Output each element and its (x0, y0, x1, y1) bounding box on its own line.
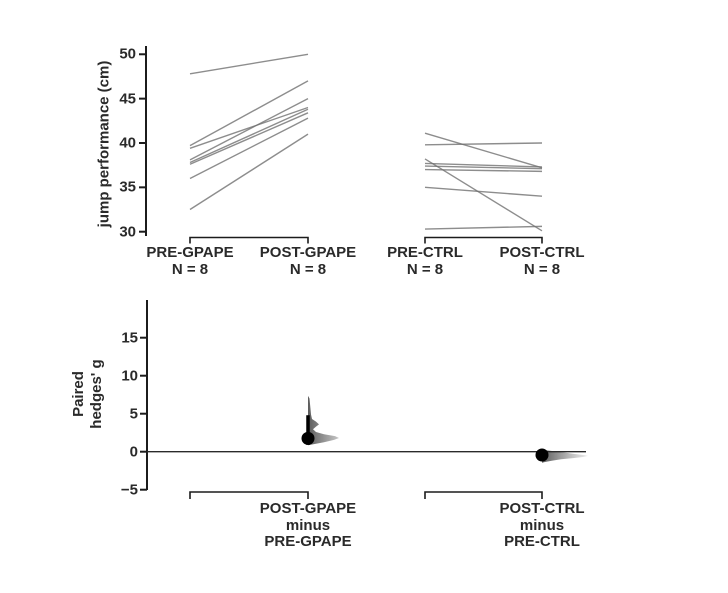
bottom-y-axis-label-line1: Paired (70, 371, 87, 417)
group-name: POST-GPAPE (259, 244, 357, 261)
y-tick-label: 40 (119, 134, 136, 152)
y-tick-label: 50 (119, 45, 136, 63)
bottom-y-axis-label: Paired hedges' g (70, 359, 106, 428)
y-tick-label: 45 (119, 90, 136, 108)
bottom-y-axis-label-line2: hedges' g (88, 359, 105, 429)
effect-label-line: POST-CTRL (499, 500, 585, 517)
group-name: PRE-GPAPE (146, 244, 234, 261)
group-n: N = 8 (289, 261, 327, 278)
effect-label-gpape: POST-GPAPE minus PRE-GPAPE (233, 500, 383, 551)
y-tick-label: 0 (129, 443, 138, 461)
effect-label-line: PRE-GPAPE (264, 533, 352, 550)
y-tick-label: 35 (119, 178, 136, 196)
y-tick-label: 30 (119, 223, 136, 241)
group-label-post-ctrl: POST-CTRL N = 8 (477, 244, 607, 278)
effect-label-ctrl: POST-CTRL minus PRE-CTRL (467, 500, 617, 551)
group-name: POST-CTRL (499, 244, 585, 261)
y-tick-label: 15 (121, 329, 138, 347)
effect-label-line: minus (519, 516, 565, 534)
y-tick-label: 5 (129, 405, 138, 423)
group-label-pre-ctrl: PRE-CTRL N = 8 (360, 244, 490, 278)
group-name: PRE-CTRL (387, 244, 463, 261)
group-n: N = 8 (406, 261, 444, 278)
effect-label-line: PRE-CTRL (504, 533, 580, 550)
effect-label-line: minus (285, 516, 331, 534)
effect-label-line: POST-GPAPE (259, 500, 357, 517)
group-label-post-gpape: POST-GPAPE N = 8 (243, 244, 373, 278)
y-tick-label: −5 (120, 481, 138, 499)
group-n: N = 8 (171, 261, 209, 278)
top-y-axis-label: jump performance (cm) (95, 60, 113, 228)
group-n: N = 8 (523, 261, 561, 278)
y-tick-label: 10 (121, 367, 138, 385)
group-label-pre-gpape: PRE-GPAPE N = 8 (125, 244, 255, 278)
